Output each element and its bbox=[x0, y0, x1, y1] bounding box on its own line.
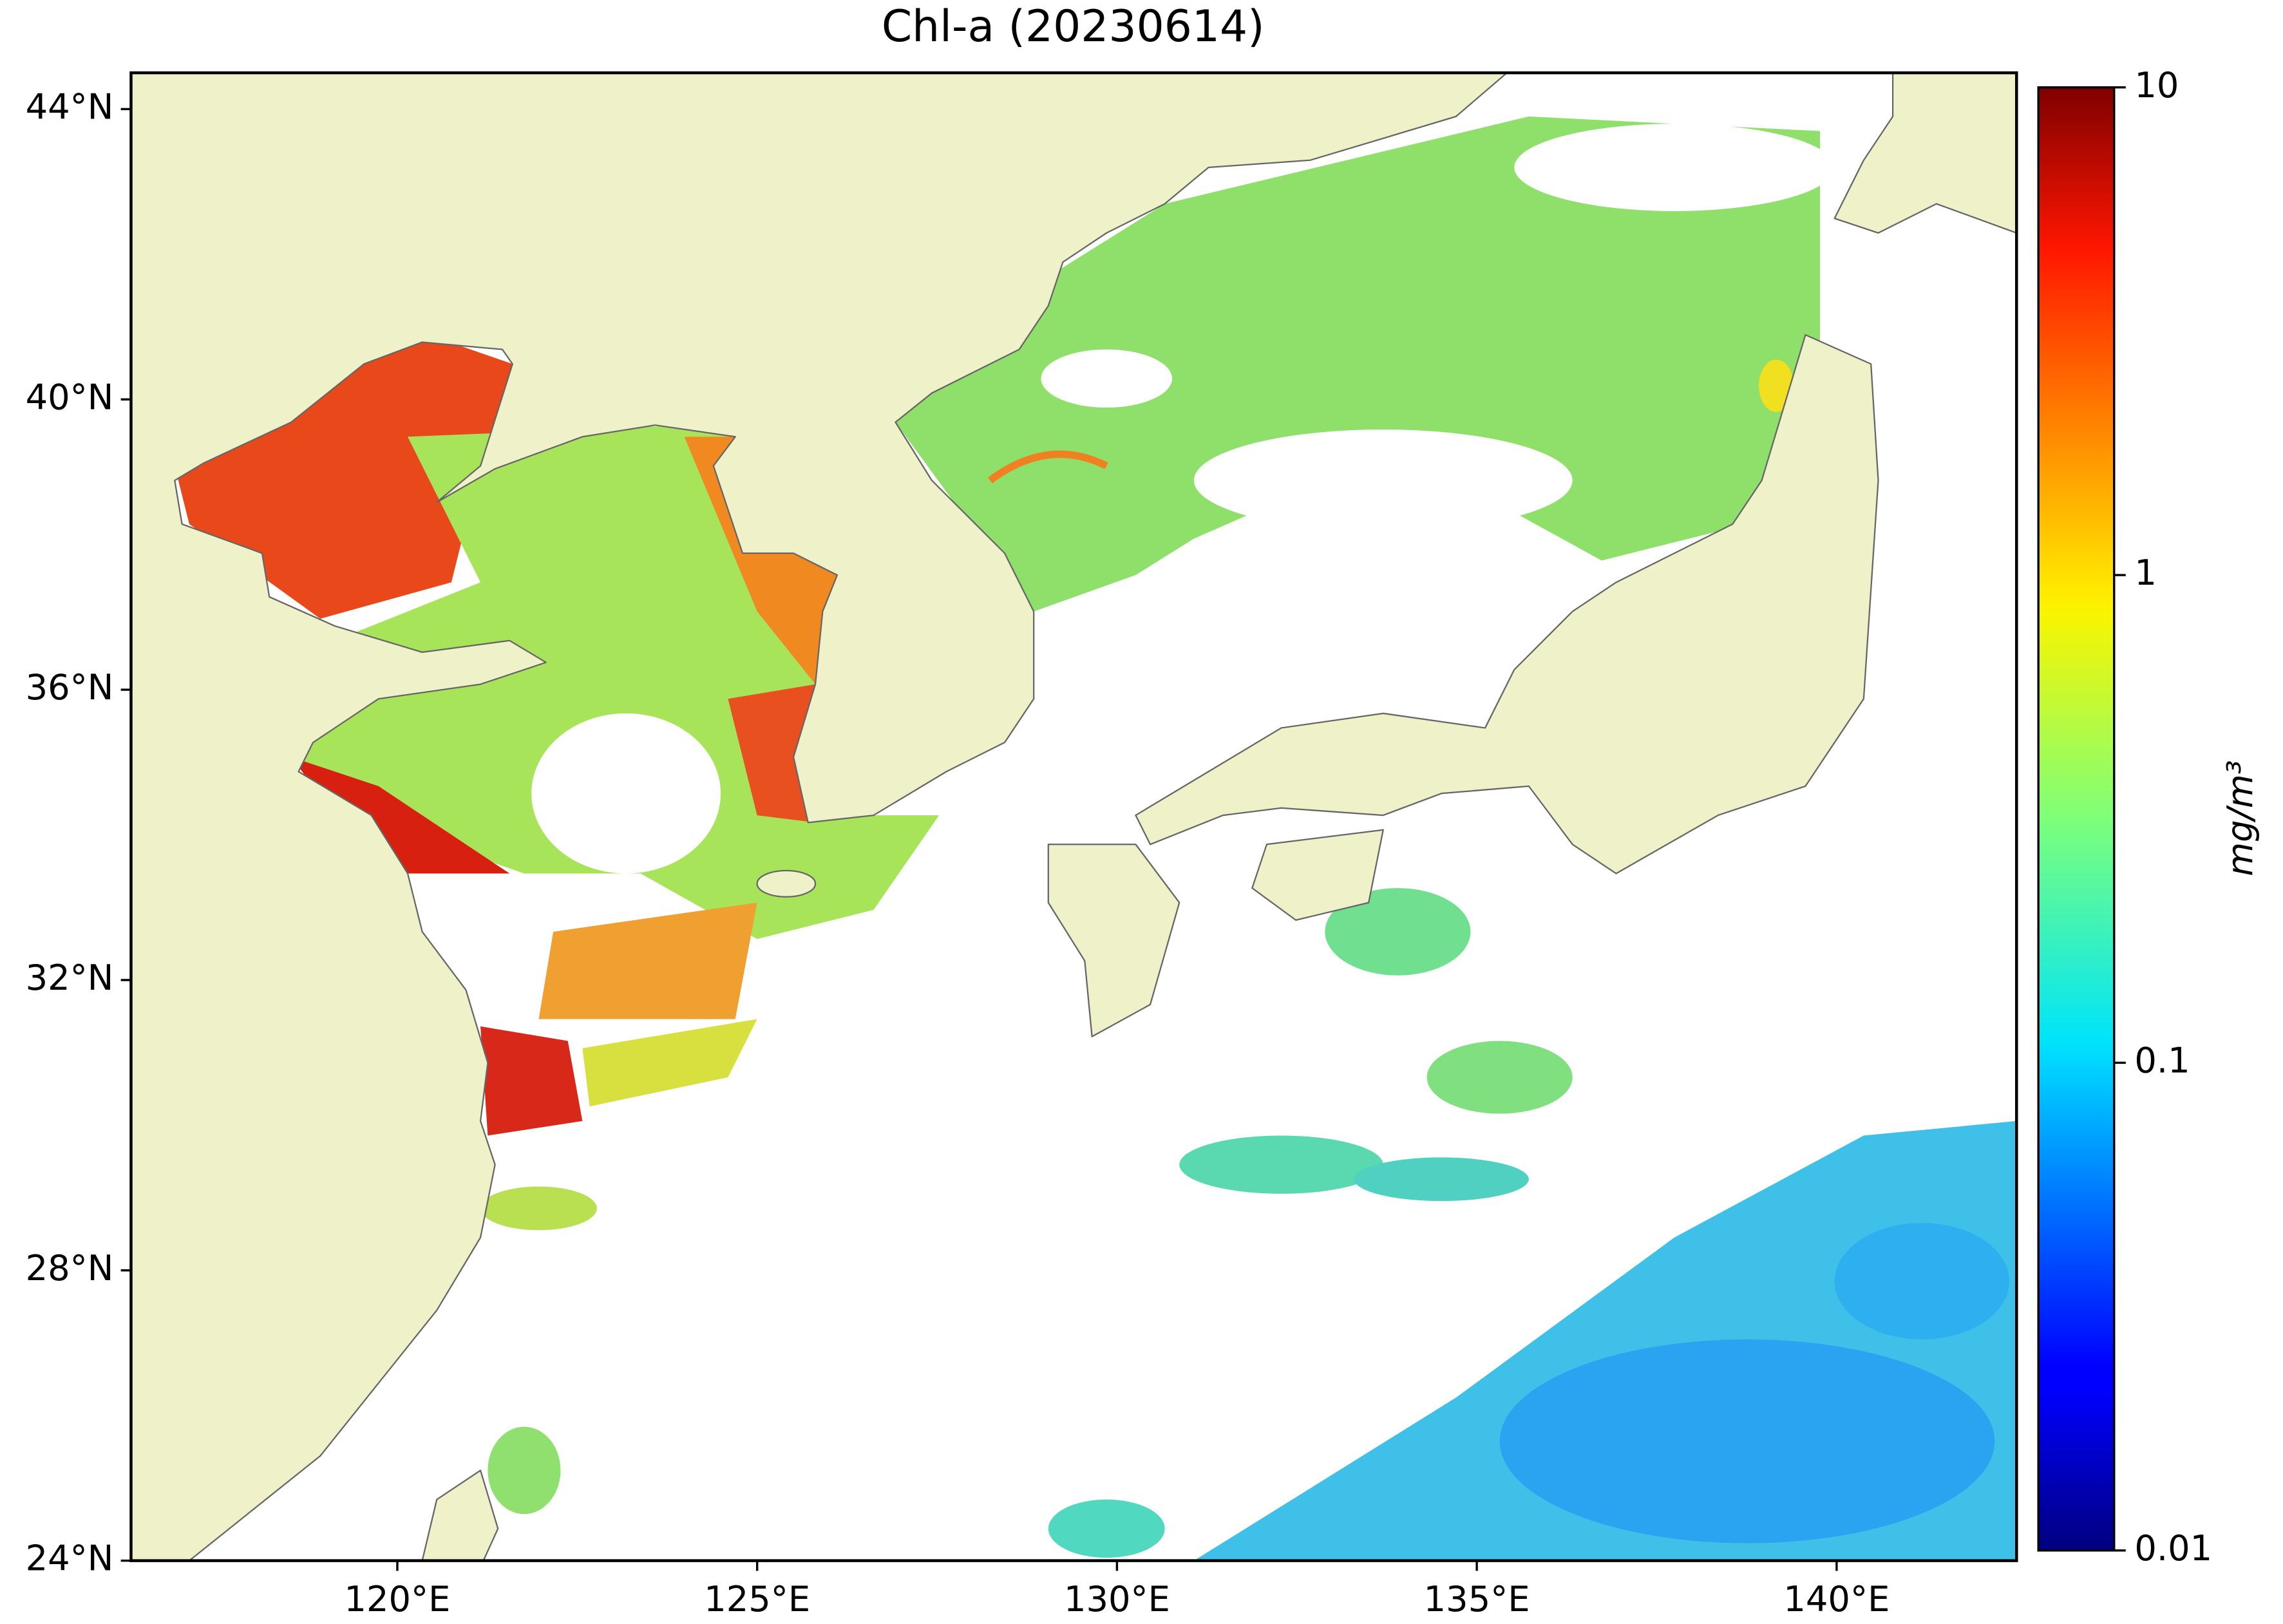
x-tick-label: 120°E bbox=[344, 1579, 450, 1619]
colorbar-tick-label: 0.01 bbox=[2134, 1528, 2212, 1569]
x-tick-label: 125°E bbox=[704, 1579, 810, 1619]
chl-field bbox=[175, 116, 2017, 1561]
y-tick-label: 36°N bbox=[26, 667, 114, 708]
x-tick-label: 135°E bbox=[1424, 1579, 1530, 1619]
colorbar-tick-label: 0.1 bbox=[2134, 1041, 2190, 1081]
plot-frame bbox=[129, 71, 2018, 1562]
x-tick-label: 140°E bbox=[1783, 1579, 1890, 1619]
colorbar-label: mg/m³ bbox=[2220, 760, 2260, 876]
y-tick-label: 28°N bbox=[26, 1248, 114, 1289]
colorbar-tick-label: 1 bbox=[2134, 552, 2157, 593]
colorbar bbox=[2037, 86, 2116, 1552]
chart-title: Chl-a (20230614) bbox=[882, 1, 1265, 52]
colorbar-tick-label: 10 bbox=[2134, 65, 2179, 106]
land bbox=[131, 73, 2017, 1561]
y-tick-label: 44°N bbox=[26, 87, 114, 127]
y-tick-label: 32°N bbox=[26, 958, 114, 998]
map-layer bbox=[131, 73, 2017, 1561]
y-tick-label: 24°N bbox=[26, 1538, 114, 1579]
x-tick-label: 130°E bbox=[1064, 1579, 1170, 1619]
y-tick-label: 40°N bbox=[26, 377, 114, 417]
